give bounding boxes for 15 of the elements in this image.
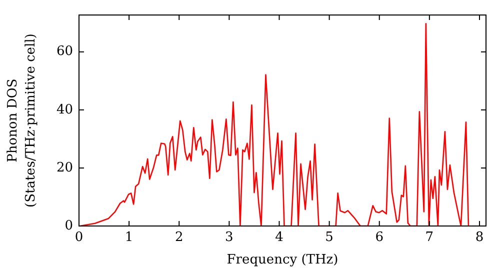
x-tick-label: 1 bbox=[124, 230, 134, 246]
y-axis-title: Phonon DOS (States/THz·primitive cell) bbox=[5, 33, 39, 208]
x-tick-label: 7 bbox=[425, 230, 434, 246]
y-tick-label: 40 bbox=[56, 102, 73, 118]
x-tick-label: 8 bbox=[475, 230, 484, 246]
y-tick-label: 20 bbox=[56, 160, 73, 176]
x-tick-label: 0 bbox=[74, 230, 84, 246]
x-tick-label: 2 bbox=[174, 230, 184, 246]
x-axis-title: Frequency (THz) bbox=[226, 252, 338, 268]
y-tick-label: 60 bbox=[56, 44, 73, 60]
x-tick-label: 6 bbox=[375, 230, 384, 246]
x-tick-label: 3 bbox=[225, 230, 234, 246]
x-tick-label: 5 bbox=[325, 230, 334, 246]
y-tick-label: 0 bbox=[64, 218, 73, 234]
x-tick-label: 4 bbox=[275, 230, 284, 246]
